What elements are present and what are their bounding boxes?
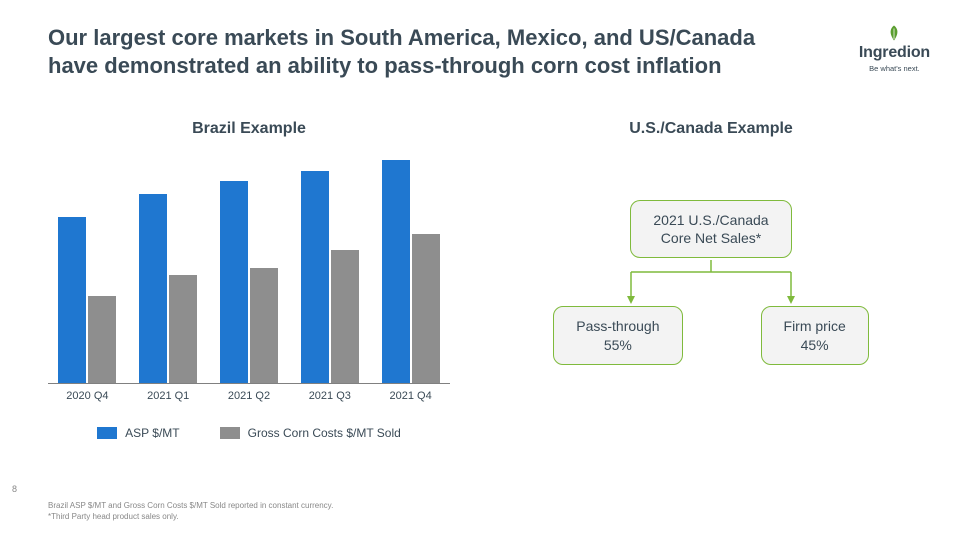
flow-child-line1: Firm price	[784, 317, 846, 335]
brazil-chart-title: Brazil Example	[48, 120, 450, 138]
bar	[301, 171, 329, 383]
legend-swatch	[220, 427, 240, 439]
x-axis-label: 2021 Q3	[294, 390, 365, 402]
bar	[88, 296, 116, 383]
bar	[331, 250, 359, 383]
flow-child-line2: 45%	[784, 336, 846, 354]
leaf-icon	[885, 24, 903, 42]
bar-group	[133, 154, 204, 383]
us-canada-panel: U.S./Canada Example 2021 U.S./Canada Cor…	[510, 120, 912, 470]
bar	[250, 268, 278, 383]
chart-plot-area	[48, 154, 450, 384]
legend-label: Gross Corn Costs $/MT Sold	[248, 426, 401, 440]
flow-connector	[591, 260, 831, 306]
slide-title: Our largest core markets in South Americ…	[48, 24, 768, 79]
flow-child-line2: 55%	[576, 336, 659, 354]
x-axis-label: 2021 Q4	[375, 390, 446, 402]
bar-group	[214, 154, 285, 383]
flow-child-firmprice: Firm price 45%	[761, 306, 869, 364]
bar-group	[294, 154, 365, 383]
x-axis-label: 2021 Q1	[133, 390, 204, 402]
legend-label: ASP $/MT	[125, 426, 179, 440]
flow-child-passthrough: Pass-through 55%	[553, 306, 682, 364]
legend-item: Gross Corn Costs $/MT Sold	[220, 426, 401, 440]
chart-x-axis: 2020 Q4 2021 Q1 2021 Q2 2021 Q3 2021 Q4	[48, 384, 450, 402]
x-axis-label: 2021 Q2	[214, 390, 285, 402]
flow-root-line2: Core Net Sales*	[653, 229, 768, 247]
legend-item: ASP $/MT	[97, 426, 179, 440]
chart-legend: ASP $/MT Gross Corn Costs $/MT Sold	[48, 426, 450, 440]
bar-group	[52, 154, 123, 383]
logo-wordmark: Ingredion	[859, 44, 930, 62]
bar	[220, 181, 248, 383]
brand-logo: Ingredion Be what's next.	[859, 24, 930, 73]
flow-root-line1: 2021 U.S./Canada	[653, 211, 768, 229]
footnote-line2: *Third Party head product sales only.	[48, 512, 333, 522]
x-axis-label: 2020 Q4	[52, 390, 123, 402]
bar	[412, 234, 440, 384]
bar-group	[375, 154, 446, 383]
page-number: 8	[12, 484, 17, 494]
footnote: Brazil ASP $/MT and Gross Corn Costs $/M…	[48, 501, 333, 522]
footnote-line1: Brazil ASP $/MT and Gross Corn Costs $/M…	[48, 501, 333, 511]
bar	[58, 217, 86, 383]
flow-root-box: 2021 U.S./Canada Core Net Sales*	[630, 200, 791, 258]
us-flow-title: U.S./Canada Example	[629, 120, 793, 138]
brazil-chart-panel: Brazil Example 2020 Q4 2021 Q1 2021 Q2 2021…	[48, 120, 450, 470]
legend-swatch	[97, 427, 117, 439]
bar	[382, 160, 410, 383]
logo-tagline: Be what's next.	[869, 64, 920, 73]
bar	[139, 194, 167, 383]
bar	[169, 275, 197, 383]
flow-child-line1: Pass-through	[576, 317, 659, 335]
